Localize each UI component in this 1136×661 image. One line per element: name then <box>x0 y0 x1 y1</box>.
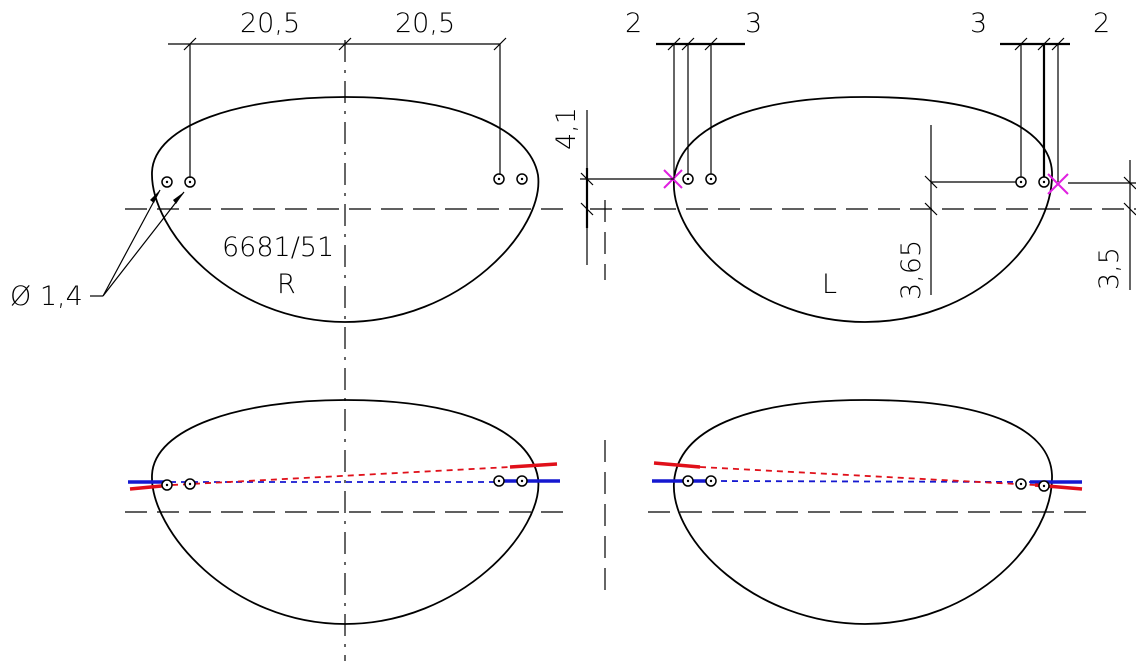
dim-3-right: 3 <box>970 8 987 39</box>
dim-3-65: 3,65 <box>896 240 927 300</box>
right-lens-outline <box>151 96 540 323</box>
dim-4-1: 4,1 <box>551 107 582 150</box>
left-lens-bottom <box>652 399 1083 625</box>
dim-2-right: 2 <box>1093 8 1110 39</box>
hole-diameter-label: Ø 1,4 <box>10 281 83 312</box>
dim-3-left: 3 <box>745 8 762 39</box>
right-lens-top: 20,5 20,5 Ø 1,4 6681/51 R <box>10 8 540 323</box>
left-lens-bottom-outline <box>673 399 1053 625</box>
lens-side-r-label: R <box>277 269 296 300</box>
left-lens-outline <box>673 96 1053 323</box>
left-lens-top: 2 3 3 2 4,1 3,65 3,5 L <box>551 8 1136 323</box>
right-lens-bottom <box>128 399 560 625</box>
dim-2-left: 2 <box>625 8 642 39</box>
dim-3-5: 3,5 <box>1094 247 1125 290</box>
lens-side-l-label: L <box>822 269 837 300</box>
dim-right-20-5: 20,5 <box>395 8 455 39</box>
right-lens-bottom-outline <box>151 399 540 625</box>
dim-left-20-5: 20,5 <box>240 8 300 39</box>
lens-code-label: 6681/51 <box>222 232 334 263</box>
